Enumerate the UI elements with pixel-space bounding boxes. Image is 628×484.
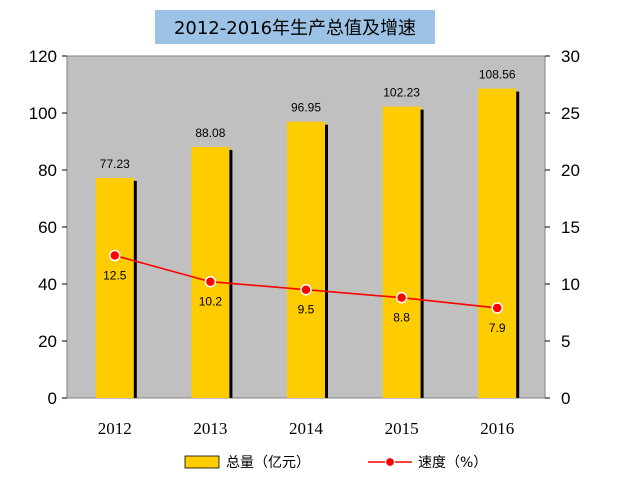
- y-right-tick-label: 15: [561, 218, 580, 237]
- x-tick-label: 2012: [98, 419, 132, 438]
- x-tick-label: 2016: [480, 419, 514, 438]
- y-left-tick-label: 20: [38, 332, 57, 351]
- x-tick-label: 2015: [385, 419, 419, 438]
- y-right-tick-label: 0: [561, 389, 570, 408]
- speed-data-label: 10.2: [199, 295, 223, 309]
- bar-data-label: 88.08: [195, 126, 225, 140]
- chart-title: 2012-2016年生产总值及增速: [155, 10, 435, 44]
- speed-point: [109, 249, 121, 262]
- y-right-tick-label: 30: [561, 47, 580, 66]
- speed-point: [204, 275, 217, 288]
- speed-data-label: 7.9: [489, 321, 506, 335]
- speed-point: [395, 291, 408, 304]
- y-left-tick-label: 80: [38, 161, 57, 180]
- bar-data-label: 96.95: [291, 101, 321, 115]
- x-tick-label: 2014: [289, 419, 324, 438]
- legend-label-speed: 速度（%）: [418, 455, 487, 471]
- bar: [382, 106, 421, 398]
- y-right-tick-label: 5: [561, 332, 570, 351]
- y-left-tick-label: 40: [38, 275, 57, 294]
- y-left-tick-label: 0: [48, 389, 57, 408]
- speed-data-label: 9.5: [298, 303, 315, 317]
- speed-data-label: 12.5: [103, 269, 127, 283]
- legend-label-total: 总量（亿元）: [226, 455, 310, 471]
- speed-point: [300, 283, 312, 296]
- legend-swatch-total: [184, 455, 220, 469]
- y-left-tick-label: 100: [29, 104, 57, 123]
- y-left-tick-label: 60: [38, 218, 57, 237]
- bar-data-label: 77.23: [100, 157, 130, 171]
- x-tick-label: 2013: [193, 419, 227, 438]
- bar-data-label: 108.56: [479, 68, 516, 82]
- bar: [287, 121, 325, 398]
- bar-data-label: 102.23: [383, 86, 420, 100]
- bar: [478, 88, 517, 398]
- y-right-tick-label: 20: [561, 161, 580, 180]
- y-left-tick-label: 120: [29, 47, 57, 66]
- y-right-tick-label: 10: [561, 275, 580, 294]
- y-right-tick-label: 25: [561, 104, 580, 123]
- bar: [191, 146, 230, 398]
- bar: [95, 177, 134, 398]
- speed-point: [491, 302, 503, 314]
- speed-data-label: 8.8: [393, 311, 410, 325]
- legend-marker-speed: [384, 456, 396, 468]
